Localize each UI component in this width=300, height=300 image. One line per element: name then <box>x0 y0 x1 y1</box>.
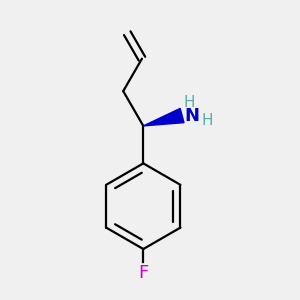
Text: N: N <box>184 106 199 124</box>
Text: H: H <box>183 94 194 110</box>
Text: H: H <box>202 113 213 128</box>
Polygon shape <box>143 108 184 126</box>
Text: F: F <box>138 264 148 282</box>
